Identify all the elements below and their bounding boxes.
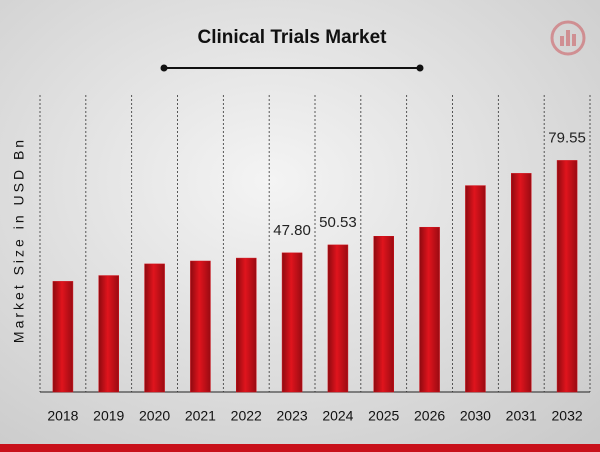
bar: [190, 260, 211, 393]
bar: [419, 226, 440, 393]
x-tick-label: 2021: [185, 408, 216, 424]
x-tick-label: 2023: [277, 408, 308, 424]
footer-strip: [0, 444, 600, 452]
x-tick-label: 2031: [506, 408, 537, 424]
x-tick-label: 2032: [552, 408, 583, 424]
x-tick-label: 2022: [231, 408, 262, 424]
title-rule: [160, 64, 424, 72]
bar: [465, 185, 486, 393]
bar: [52, 281, 74, 393]
chart-title: Clinical Trials Market: [197, 27, 387, 48]
bar: [556, 160, 578, 393]
bar: [511, 173, 532, 393]
x-tick-label: 2025: [368, 408, 399, 424]
bar: [236, 257, 257, 393]
x-tick-label: 2024: [322, 408, 353, 424]
bar: [281, 252, 303, 393]
x-tick-label: 2019: [93, 408, 124, 424]
logo: [550, 20, 586, 56]
x-tick-label: 2030: [460, 408, 491, 424]
bar: [327, 244, 349, 393]
data-label: 47.80: [273, 222, 311, 239]
x-tick-label: 2020: [139, 408, 170, 424]
data-label: 50.53: [319, 214, 357, 231]
x-tick-label: 2026: [414, 408, 445, 424]
x-tick-label: 2018: [47, 408, 78, 424]
data-label: 79.55: [548, 129, 586, 146]
bar: [144, 263, 165, 393]
bar: [373, 236, 394, 393]
bar: [98, 275, 119, 393]
y-axis-label: Market Size in USD Bn: [11, 137, 27, 343]
